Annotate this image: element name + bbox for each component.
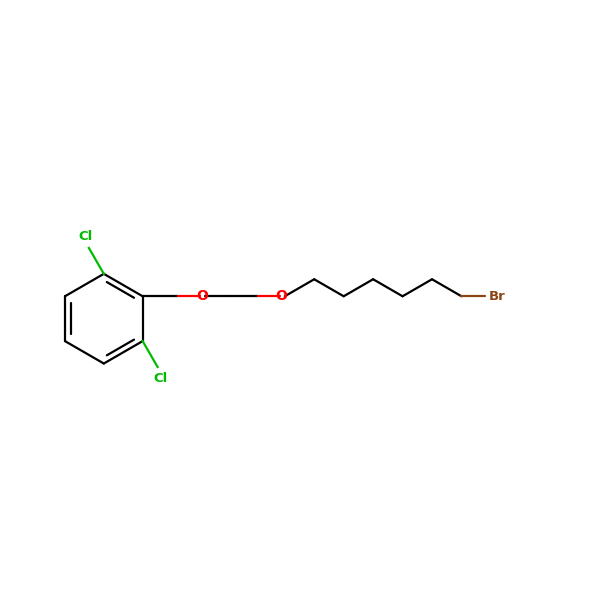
Text: Br: Br (489, 290, 506, 303)
Text: Cl: Cl (154, 372, 168, 385)
Text: Cl: Cl (79, 230, 93, 243)
Text: O: O (276, 289, 287, 303)
Text: O: O (196, 289, 208, 303)
